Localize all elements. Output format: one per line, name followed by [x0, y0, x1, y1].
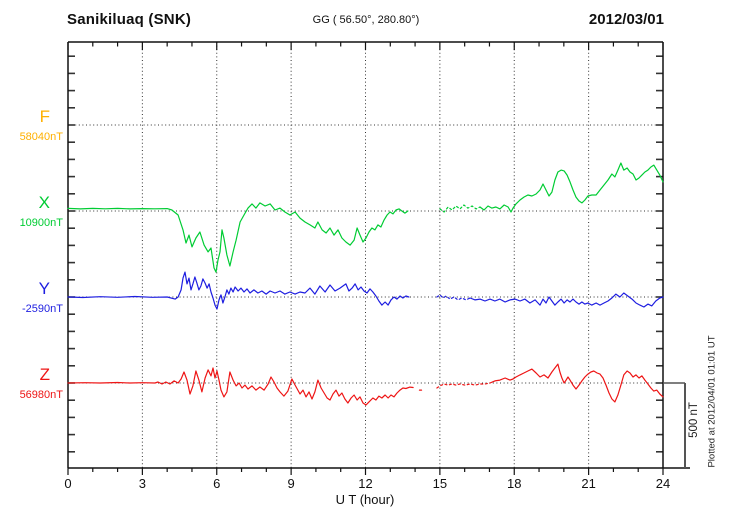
- x-tick-label: 15: [432, 476, 448, 491]
- station-title: Sanikiluaq (SNK): [67, 11, 192, 28]
- scale-bar-label: 500 nT: [688, 402, 700, 438]
- x-tick-label: 6: [213, 476, 221, 491]
- x-tick-label: 0: [64, 476, 72, 491]
- x-axis-title: U T (hour): [335, 492, 395, 507]
- trace-y: [67, 271, 410, 310]
- x-tick-label: 3: [138, 476, 146, 491]
- x-tick-label: 21: [581, 476, 596, 491]
- x-tick-label: 18: [507, 476, 522, 491]
- component-label-f: F: [39, 107, 50, 126]
- plot-date: 2012/03/01: [588, 11, 664, 28]
- station-coordinates: GG ( 56.50°, 280.80°): [312, 14, 420, 26]
- x-tick-label: 24: [655, 476, 671, 491]
- trace-x: [439, 204, 481, 213]
- trace-z: [489, 363, 664, 403]
- component-baseline-x: 10900nT: [19, 217, 63, 229]
- x-tick-label: 9: [287, 476, 295, 491]
- trace-x: [67, 202, 409, 273]
- component-label-x: X: [38, 193, 50, 212]
- x-tick-label: 12: [358, 476, 373, 491]
- component-baseline-z: 56980nT: [19, 389, 63, 401]
- component-baseline-y: -2590nT: [22, 303, 63, 315]
- trace-z: [436, 382, 491, 389]
- component-baseline-f: 58040nT: [19, 131, 63, 143]
- trace-x: [479, 162, 664, 213]
- trace-y: [469, 292, 664, 308]
- component-label-y: Y: [38, 279, 50, 298]
- trace-y: [436, 294, 471, 301]
- component-label-z: Z: [39, 365, 50, 384]
- plotted-note: Plotted at 2012/04/01 01:01 UT: [706, 335, 718, 468]
- trace-z: [67, 367, 414, 406]
